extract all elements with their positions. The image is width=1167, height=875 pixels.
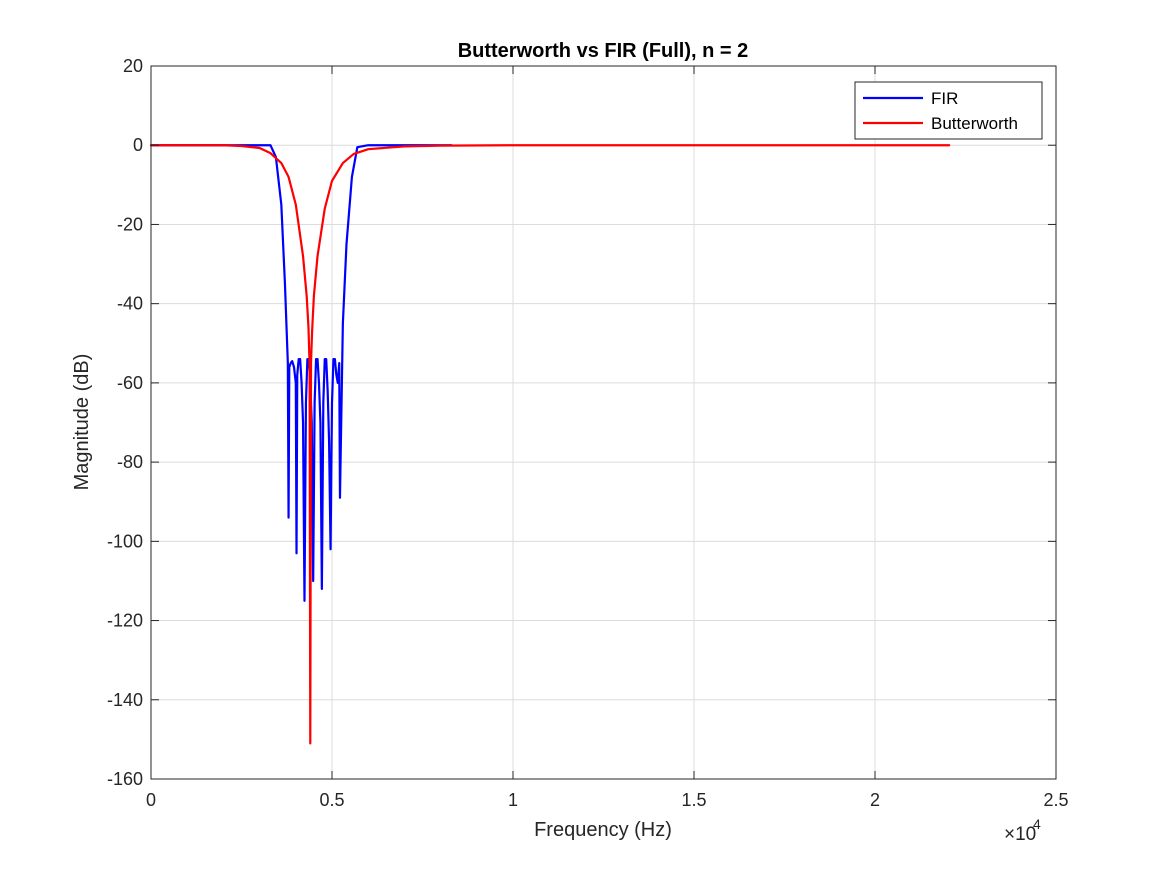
y-tick-label: -160 xyxy=(107,769,143,789)
y-axis-label: Magnitude (dB) xyxy=(71,354,93,491)
x-exponent-label: ×10 xyxy=(1004,824,1036,845)
legend: FIR Butterworth xyxy=(854,81,1043,140)
y-tick-label: 0 xyxy=(133,135,143,155)
legend-label-fir: FIR xyxy=(931,89,958,108)
y-tick-label: -100 xyxy=(107,531,143,551)
chart-title: Butterworth vs FIR (Full), n = 2 xyxy=(458,40,749,62)
x-tick-label: 0 xyxy=(146,790,156,810)
x-tick-label: 0.5 xyxy=(319,790,344,810)
ticks: 0 0.5 1 1.5 2 2.5 20 0 -20 -40 -60 -80 -100 -120 -140 -… xyxy=(107,56,1069,810)
y-tick-label: -60 xyxy=(117,373,143,393)
x-tick-label: 2.5 xyxy=(1043,790,1068,810)
legend-label-butterworth: Butterworth xyxy=(931,114,1018,133)
x-tick-label: 1 xyxy=(508,790,518,810)
x-tick-label: 2 xyxy=(870,790,880,810)
plot-border xyxy=(150,65,1057,780)
series-line-fir xyxy=(149,144,453,602)
plot-area xyxy=(151,66,1056,779)
y-tick-label: -140 xyxy=(107,690,143,710)
x-exponent-power: 4 xyxy=(1033,816,1041,832)
legend-box xyxy=(854,81,1043,140)
y-tick-label: 20 xyxy=(123,56,143,76)
y-tick-label: -40 xyxy=(117,294,143,314)
series-line-butterworth xyxy=(149,144,951,745)
x-axis-label: Frequency (Hz) xyxy=(534,819,672,841)
series-lines xyxy=(149,144,951,745)
y-tick-label: -20 xyxy=(117,214,143,234)
y-tick-label: -120 xyxy=(107,611,143,631)
x-tick-label: 1.5 xyxy=(681,790,706,810)
y-tick-label: -80 xyxy=(117,452,143,472)
